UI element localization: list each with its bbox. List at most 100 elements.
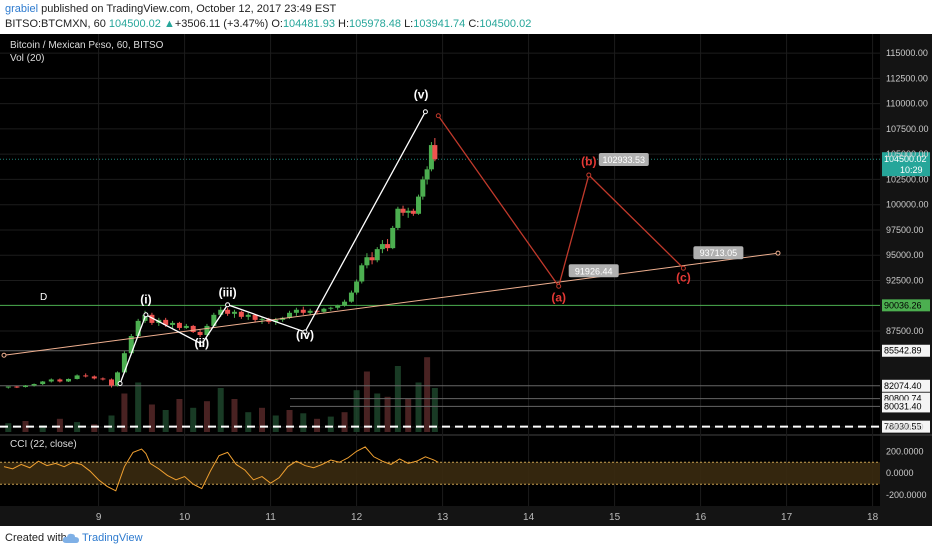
trendline-impulse <box>119 111 426 384</box>
x-tick-label: 10 <box>179 512 191 523</box>
level-price-label: 80031.40 <box>884 401 922 411</box>
volume-bar <box>353 390 360 432</box>
x-tick-label: 12 <box>351 512 363 523</box>
candle-body <box>176 322 182 328</box>
candle-body <box>369 257 375 261</box>
candle-body <box>135 320 141 337</box>
candle-body <box>293 309 299 313</box>
candle-body <box>23 385 28 388</box>
volume-bar <box>22 421 29 432</box>
price-callout-box <box>568 264 619 278</box>
candle-body <box>364 257 370 266</box>
candle-body <box>354 281 360 293</box>
volume-bar <box>121 393 128 432</box>
wave-label: (v) <box>414 88 429 102</box>
y-tick-label: 87500.00 <box>886 326 924 336</box>
left-marker: D <box>40 292 47 303</box>
wave-label: (iv) <box>296 328 314 342</box>
tradingview-link[interactable]: TradingView <box>82 532 143 544</box>
candle-body <box>183 325 189 328</box>
volume-bars <box>5 357 438 432</box>
cci-label: CCI (22, close) <box>10 439 77 450</box>
candle-body <box>109 379 114 386</box>
price-callout-label: 91926.44 <box>575 266 613 276</box>
candle-body <box>231 311 237 314</box>
candle-body <box>66 378 71 382</box>
candle-body <box>149 314 155 323</box>
cci-tick-label: 200.0000 <box>886 446 924 456</box>
candle-body <box>273 319 279 322</box>
candle-body <box>400 208 406 213</box>
candle-body <box>307 310 313 313</box>
trendlines[interactable] <box>1 109 781 387</box>
wave-label: (b) <box>581 154 596 168</box>
y-tick-label: 112500.00 <box>886 73 928 83</box>
volume-bar <box>374 393 381 432</box>
candle-body <box>379 244 385 250</box>
open-value: 104481.93 <box>282 18 335 30</box>
y-tick-label: 97500.00 <box>886 225 924 235</box>
countdown-label: 10:29 <box>900 165 923 175</box>
y-tick-label: 100000.00 <box>886 200 929 210</box>
trendline-support <box>3 252 779 356</box>
x-tick-label: 9 <box>96 512 102 523</box>
candle-body <box>211 314 217 326</box>
chart-header: grabiel published on TradingView.com, Oc… <box>0 0 932 34</box>
x-tick-label: 17 <box>781 512 793 523</box>
candle-body <box>225 309 231 314</box>
volume-bar <box>384 396 391 432</box>
candle-body <box>115 372 121 386</box>
volume-bar <box>5 423 12 432</box>
trendline-anchor <box>1 352 7 358</box>
candle-body <box>428 145 434 170</box>
trendline-anchor <box>199 341 205 347</box>
wave-labels: 102933.53 91926.44 93713.05 (i) (ii) (iii) (iv… <box>140 88 744 350</box>
trendline-anchor <box>435 113 441 119</box>
candle-body <box>48 379 54 382</box>
last-price-tag <box>882 152 930 177</box>
price-chart[interactable]: Bitcoin / Mexican Peso, 60, BITSO Vol (2… <box>0 34 932 526</box>
candle-body <box>40 381 46 385</box>
horizontal-levels[interactable]: 90036.26 85542.89 82074.40 80800.7480031.40… <box>0 152 930 433</box>
cci-band <box>0 462 880 485</box>
level-price-label: 90036.26 <box>884 300 922 310</box>
volume-bar <box>300 413 307 432</box>
volume-bar <box>162 410 169 432</box>
candles <box>5 138 438 389</box>
candle-body <box>359 265 365 282</box>
y-tick-label: 110000.00 <box>886 99 928 109</box>
x-tick-label: 14 <box>523 512 535 523</box>
candle-body <box>31 384 37 386</box>
published-text: published on TradingView.com, October 12… <box>41 3 337 15</box>
volume-bar <box>424 357 431 432</box>
candle-body <box>252 314 258 320</box>
low-value: 103941.74 <box>413 18 466 30</box>
price-callout-label: 93713.05 <box>700 248 738 258</box>
level-price-tag <box>882 379 930 392</box>
x-tick-label: 15 <box>609 512 621 523</box>
author-link[interactable]: grabiel <box>5 3 39 15</box>
cci-tick-label: 0.0000 <box>886 468 914 478</box>
candle-body <box>57 379 63 382</box>
candle-body <box>385 244 391 249</box>
time-axis <box>0 506 932 526</box>
volume-bar <box>405 399 412 432</box>
candle-body <box>287 312 293 318</box>
volume-bar <box>245 412 252 432</box>
candle-body <box>100 378 106 380</box>
volume-bar <box>203 401 210 432</box>
trendline-anchor <box>225 302 231 308</box>
volume-bar <box>259 407 265 432</box>
candle-body <box>328 307 334 309</box>
candle-body <box>335 305 341 308</box>
y-tick-label: 107500.00 <box>886 124 929 134</box>
x-tick-label: 18 <box>867 512 879 523</box>
candle-body <box>395 208 401 228</box>
trendline-anchor <box>775 250 781 256</box>
price-callout-box <box>693 246 744 260</box>
level-price-tag <box>882 344 930 357</box>
volume-bar <box>431 388 438 432</box>
low-label: L: <box>404 18 414 30</box>
volume-bar <box>39 425 46 432</box>
trendline-anchor <box>556 283 562 289</box>
